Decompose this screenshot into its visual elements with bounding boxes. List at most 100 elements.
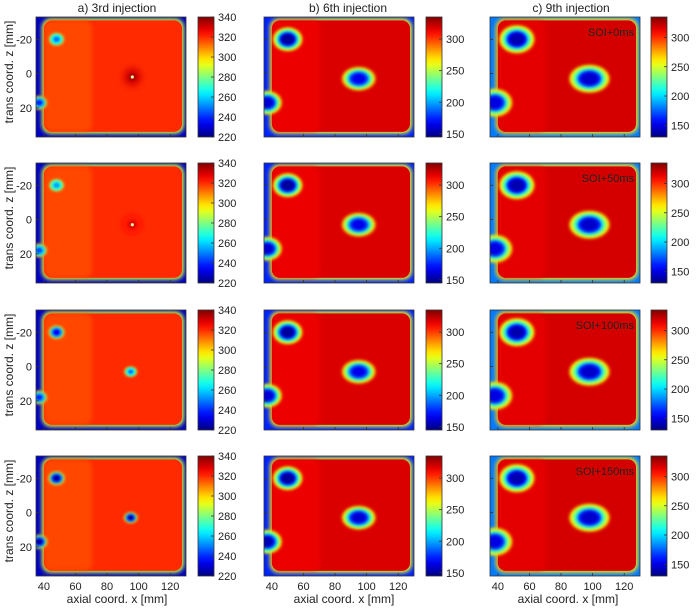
cold-spot [353,368,364,376]
x-tick-label: 100 [129,581,147,593]
x-tick-label: 100 [583,581,601,593]
cold-spot [264,245,272,253]
colorbar-tick-label: 280 [218,218,236,230]
panel-annotation: SOI+0ms [588,27,635,39]
colorbar-tick-label: 150 [671,120,689,132]
colorbar-tick-label: 200 [446,97,464,109]
colorbar-tick-label: 340 [218,305,236,317]
colorbar-tick-label: 250 [671,62,689,74]
cold-spot [283,474,293,482]
cold-spot [511,35,523,44]
cold-spot [353,75,364,83]
colorbar-tick-label: 250 [446,66,464,78]
y-tick-label: -20 [16,473,32,485]
x-tick-label: 40 [38,581,50,593]
x-tick-label: 40 [492,581,504,593]
cold-spot [490,244,501,253]
cold-spot [511,474,523,483]
colorbar-tick-label: 150 [671,413,689,425]
colorbar-tick-label: 220 [218,132,236,144]
cold-spot [511,181,523,190]
cold-spot [36,395,42,400]
y-tick-label: -20 [16,34,32,46]
panel-annotation: SOI+150ms [576,466,635,478]
colorbar-tick-label: 300 [446,327,464,339]
x-tick-label: 40 [266,581,278,593]
colorbar-tick-label: 250 [446,212,464,224]
colorbar-tick-label: 200 [671,530,689,542]
colorbar [650,309,668,431]
cold-spot [54,476,60,481]
colorbar-tick-label: 260 [218,92,236,104]
colorbar-tick-label: 220 [218,571,236,583]
colorbar-tick-label: 300 [446,473,464,485]
cold-spot [36,539,42,544]
x-tick-label: 100 [357,581,375,593]
y-tick-label: 20 [20,249,32,261]
colorbar-tick-label: 260 [218,385,236,397]
x-tick-label: 60 [69,581,81,593]
colorbar-tick-label: 300 [218,52,236,64]
column-title-b: b) 6th injection [309,1,387,15]
colorbar-tick-label: 200 [671,237,689,249]
column-title-a: a) 3rd injection [78,1,157,15]
cold-spot [128,370,133,374]
colorbar-tick-label: 250 [446,505,464,517]
colorbar-tick-label: 320 [218,178,236,190]
x-tick-label: 120 [615,581,633,593]
heatmap-panel [263,309,415,431]
colorbar-tick-label: 300 [446,180,464,192]
colorbar-tick-label: 300 [671,325,689,337]
column-title-c: c) 9th injection [532,1,609,15]
y-tick-label: 20 [20,103,32,115]
cold-spot [54,183,60,188]
cold-spot [36,100,42,105]
heatmap-panel [263,455,415,577]
colorbar-tick-label: 240 [218,551,236,563]
colorbar-tick-label: 200 [671,384,689,396]
colorbar-tick-label: 340 [218,451,236,463]
y-tick-label: -20 [16,180,32,192]
cold-spot [353,221,364,229]
colorbar [425,162,443,284]
colorbar-tick-label: 300 [218,491,236,503]
heatmap-panel: SOI+50ms [489,162,641,284]
cold-spot [490,98,501,107]
cold-spot [490,391,501,400]
colorbar-tick-label: 300 [671,32,689,44]
heatmap-panel [35,455,187,577]
y-tick-label: 0 [26,508,32,520]
cold-spot [264,392,272,400]
xlabel-col-c: axial coord. x [mm] [518,592,619,606]
colorbar-tick-label: 280 [218,72,236,84]
heatmap-panel: SOI+100ms [489,309,641,431]
cold-spot [54,37,60,42]
colorbar-tick-label: 340 [218,12,236,24]
heatmap-panel: SOI+150ms [489,455,641,577]
colorbar-tick-label: 260 [218,531,236,543]
colorbar-tick-label: 280 [218,365,236,377]
cold-spot [283,328,293,336]
cold-spot [128,516,133,520]
colorbar-tick-label: 150 [446,422,464,434]
colorbar-tick-label: 250 [446,359,464,371]
x-tick-label: 80 [101,581,113,593]
y-tick-label: -20 [16,327,32,339]
colorbar-tick-label: 250 [671,208,689,220]
colorbar [425,455,443,577]
ylabel-row-3: trans coord. z [mm] [2,314,16,417]
cold-spot [583,513,596,522]
colorbar-tick-label: 250 [671,355,689,367]
y-tick-label: 20 [20,396,32,408]
colorbar-tick-label: 300 [218,345,236,357]
colorbar-tick-label: 220 [218,278,236,290]
cold-spot [490,537,501,546]
colorbar [425,16,443,138]
x-tick-label: 80 [555,581,567,593]
colorbar-tick-label: 150 [446,129,464,141]
colorbar-tick-label: 200 [446,536,464,548]
colorbar-tick-label: 240 [218,405,236,417]
heatmap-panel [263,16,415,138]
colorbar-tick-label: 150 [446,568,464,580]
colorbar [650,162,668,284]
